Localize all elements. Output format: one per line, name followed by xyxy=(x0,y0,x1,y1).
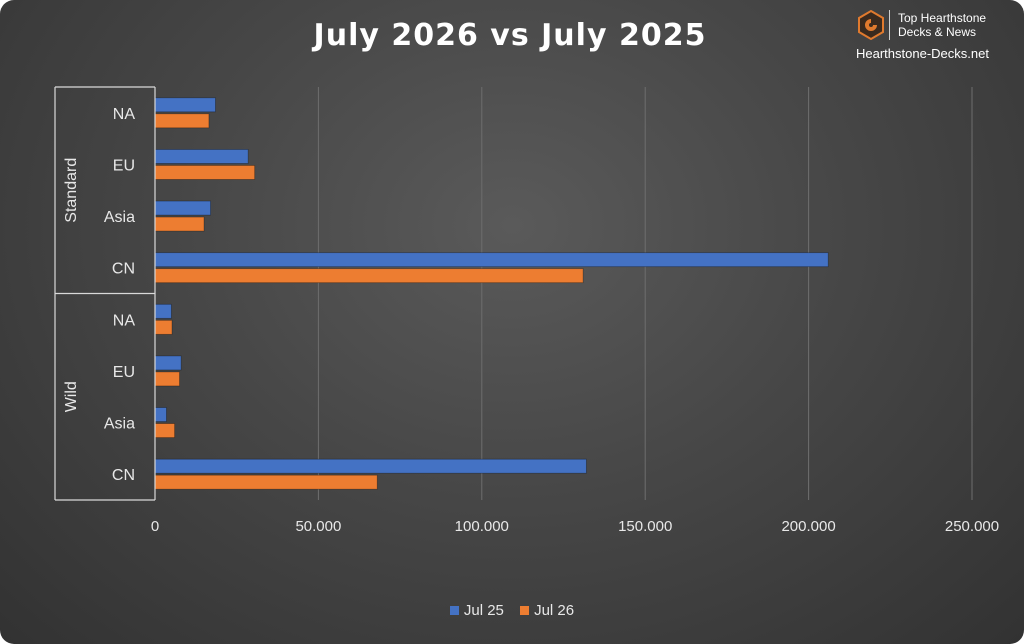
legend-item-jul26: Jul 26 xyxy=(520,602,574,619)
bar-jul26-na xyxy=(154,113,210,129)
x-tick-label: 100.000 xyxy=(455,518,509,535)
legend: Jul 25 Jul 26 xyxy=(0,602,1024,619)
bar-jul25-asia xyxy=(154,407,167,422)
brand-separator xyxy=(889,10,890,40)
category-label: EU xyxy=(113,157,135,174)
brand-name-line1: Top Hearthstone xyxy=(898,11,987,25)
hexagon-logo-icon xyxy=(858,10,884,40)
category-label: CN xyxy=(112,261,135,278)
bar-jul25-eu xyxy=(154,355,182,371)
bar-jul26-cn xyxy=(154,474,378,490)
legend-item-jul25: Jul 25 xyxy=(449,602,504,619)
brand-name-line2: Decks & News xyxy=(898,25,977,39)
bar-jul26-cn xyxy=(154,268,584,284)
x-tick-label: 200.000 xyxy=(781,518,835,535)
bar-jul25-na xyxy=(154,303,172,319)
bar-jul26-asia xyxy=(154,423,176,438)
group-label-standard: Standard xyxy=(63,158,80,223)
legend-swatch-jul25 xyxy=(449,606,459,615)
category-label: Asia xyxy=(104,209,135,226)
bar-jul26-na xyxy=(154,319,173,335)
bar-jul26-eu xyxy=(154,165,256,180)
bar-jul26-asia xyxy=(154,216,205,232)
bar-jul25-asia xyxy=(154,200,211,216)
bar-jul25-cn xyxy=(154,458,587,474)
group-label-wild: Wild xyxy=(63,381,80,412)
bar-jul25-eu xyxy=(154,149,249,164)
category-label: Asia xyxy=(104,416,135,433)
bar-jul25-cn xyxy=(154,252,829,268)
brand-site: Hearthstone-Decks.net xyxy=(856,46,989,61)
x-tick-label: 150.000 xyxy=(618,518,672,535)
category-label: NA xyxy=(113,312,136,329)
category-label: EU xyxy=(113,364,135,381)
brand-block: Top Hearthstone Decks & News Hearthstone… xyxy=(856,8,1016,64)
x-tick-label: 50.000 xyxy=(295,518,341,535)
category-label: CN xyxy=(112,467,135,484)
chart-title: July 2026 vs July 2025 xyxy=(313,18,707,53)
legend-label-jul25: Jul 25 xyxy=(463,602,504,619)
bar-jul26-eu xyxy=(154,371,180,387)
legend-swatch-jul26 xyxy=(520,606,530,615)
category-label: NA xyxy=(113,106,136,123)
bar-jul25-na xyxy=(154,97,216,113)
x-tick-label: 250.000 xyxy=(945,518,999,535)
legend-label-jul26: Jul 26 xyxy=(534,602,575,619)
x-tick-label: 0 xyxy=(151,518,159,535)
